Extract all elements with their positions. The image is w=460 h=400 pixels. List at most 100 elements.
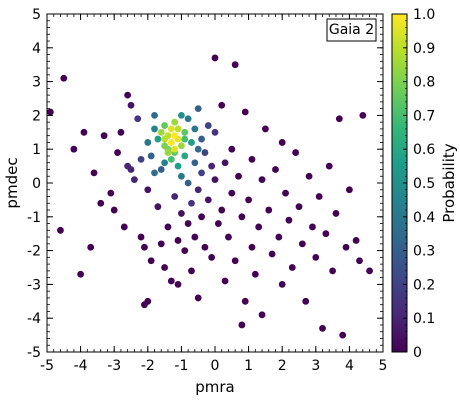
data-point bbox=[147, 257, 155, 265]
x-tick-label: -4 bbox=[74, 358, 88, 374]
data-point bbox=[346, 186, 353, 194]
data-point bbox=[154, 135, 162, 143]
data-point bbox=[208, 162, 216, 170]
data-point bbox=[157, 128, 165, 136]
point-layer bbox=[46, 54, 373, 339]
data-point bbox=[167, 277, 175, 285]
data-point bbox=[188, 267, 195, 275]
data-point bbox=[302, 297, 310, 305]
y-axis: 5 4 3 2 1 0 -1 -2 -3 -4 -5 bbox=[27, 7, 383, 361]
colorbar-axis: 1.0 0.9 0.8 0.7 0.6 0.5 0.4 0.3 0.2 0.1 0 bbox=[403, 7, 435, 361]
data-point bbox=[238, 321, 246, 329]
data-point bbox=[77, 270, 84, 278]
data-point bbox=[282, 189, 289, 197]
data-point bbox=[151, 125, 158, 133]
data-point bbox=[272, 166, 279, 173]
data-point bbox=[181, 152, 189, 160]
colorbar-tick-label: 0.7 bbox=[413, 108, 435, 124]
y-tick-label: -4 bbox=[27, 311, 41, 327]
data-point bbox=[359, 112, 367, 119]
data-point bbox=[194, 294, 202, 302]
data-point bbox=[366, 267, 373, 275]
annotation-label: Gaia 2 bbox=[329, 22, 374, 38]
data-point bbox=[298, 240, 306, 248]
data-point bbox=[305, 172, 313, 180]
data-point bbox=[117, 128, 125, 136]
data-point bbox=[178, 142, 185, 150]
x-tick-label: 3 bbox=[311, 358, 320, 374]
data-point bbox=[278, 139, 286, 146]
data-point bbox=[228, 189, 236, 197]
x-tick-label: 4 bbox=[345, 358, 354, 374]
data-point bbox=[151, 112, 158, 119]
data-point bbox=[90, 169, 98, 177]
data-point bbox=[352, 237, 360, 244]
colorbar-tick-label: 0.8 bbox=[413, 75, 435, 91]
data-point bbox=[208, 253, 216, 261]
data-point bbox=[178, 172, 185, 180]
data-point bbox=[174, 237, 182, 244]
y-tick-label: 0 bbox=[32, 176, 41, 192]
data-point bbox=[80, 128, 88, 136]
data-point bbox=[60, 74, 68, 82]
data-point bbox=[322, 230, 330, 238]
x-tick-label: 1 bbox=[244, 358, 253, 374]
data-point bbox=[312, 253, 320, 261]
data-point bbox=[161, 159, 169, 167]
data-point bbox=[171, 132, 179, 140]
data-point bbox=[218, 206, 226, 214]
data-point bbox=[241, 297, 249, 305]
data-point bbox=[194, 186, 202, 194]
data-point bbox=[231, 61, 239, 69]
data-point bbox=[174, 281, 182, 288]
data-point bbox=[161, 264, 169, 271]
x-tick-label: 0 bbox=[211, 358, 220, 374]
data-point bbox=[157, 240, 165, 248]
data-point bbox=[161, 122, 169, 129]
data-point bbox=[124, 162, 132, 170]
data-point bbox=[211, 128, 219, 136]
data-point bbox=[188, 199, 195, 207]
data-point bbox=[241, 108, 249, 116]
data-point bbox=[100, 132, 108, 140]
data-point bbox=[315, 193, 323, 200]
data-point bbox=[251, 270, 259, 278]
data-point bbox=[339, 331, 347, 339]
data-point bbox=[218, 101, 226, 109]
y-tick-label: 3 bbox=[32, 75, 41, 91]
data-point bbox=[325, 162, 333, 170]
data-point bbox=[198, 169, 205, 177]
data-point bbox=[204, 196, 212, 204]
data-point bbox=[201, 243, 209, 251]
data-point bbox=[87, 243, 95, 251]
data-point bbox=[221, 277, 229, 285]
x-tick-label: -5 bbox=[40, 358, 54, 374]
data-point bbox=[167, 155, 175, 163]
data-point bbox=[130, 176, 138, 184]
data-point bbox=[157, 166, 165, 173]
colorbar-tick-label: 0.1 bbox=[413, 311, 435, 327]
data-point bbox=[275, 233, 283, 241]
data-point bbox=[248, 243, 256, 251]
data-point bbox=[238, 213, 246, 221]
data-point bbox=[214, 220, 222, 227]
y-tick-label: -1 bbox=[27, 210, 41, 226]
data-point bbox=[174, 125, 182, 133]
data-point bbox=[124, 91, 132, 99]
colorbar-label: Probability bbox=[440, 143, 458, 222]
data-point bbox=[161, 135, 169, 143]
data-point bbox=[231, 257, 239, 265]
data-point bbox=[114, 149, 121, 156]
y-tick-label: -5 bbox=[27, 345, 41, 361]
data-point bbox=[57, 226, 64, 234]
data-point bbox=[201, 149, 209, 156]
data-point bbox=[221, 159, 229, 167]
data-point bbox=[164, 149, 172, 156]
data-point bbox=[184, 220, 192, 227]
data-point bbox=[248, 155, 256, 163]
data-point bbox=[178, 210, 185, 217]
y-tick-label: 1 bbox=[32, 142, 41, 158]
y-tick-label: 5 bbox=[32, 7, 41, 23]
data-point bbox=[70, 145, 78, 153]
